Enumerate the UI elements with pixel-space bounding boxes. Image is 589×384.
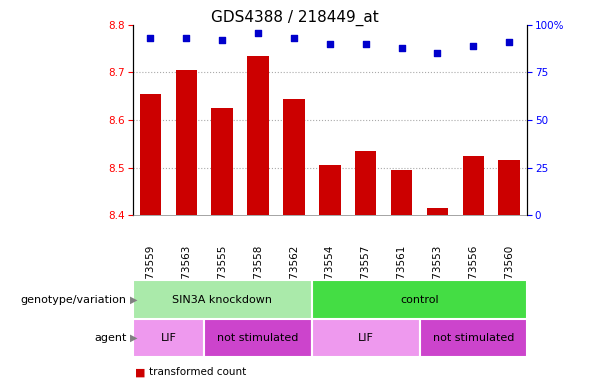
Bar: [133, 319, 204, 357]
Text: genotype/variation: genotype/variation: [21, 295, 127, 305]
Point: [397, 45, 406, 51]
Text: ■: ■: [135, 367, 146, 377]
Bar: [498, 161, 520, 215]
Bar: [426, 208, 448, 215]
Text: GSM873555: GSM873555: [217, 245, 227, 308]
Bar: [391, 170, 412, 215]
Text: agent: agent: [94, 333, 127, 343]
Point: [289, 35, 299, 41]
Bar: [140, 94, 161, 215]
Text: GSM873554: GSM873554: [325, 245, 335, 308]
Bar: [247, 56, 269, 215]
Bar: [312, 319, 419, 357]
Text: GSM873557: GSM873557: [360, 245, 370, 308]
Point: [433, 50, 442, 56]
Point: [361, 41, 370, 47]
Bar: [211, 108, 233, 215]
Point: [469, 43, 478, 49]
Text: not stimulated: not stimulated: [433, 333, 514, 343]
Text: GSM873558: GSM873558: [253, 245, 263, 308]
Text: LIF: LIF: [358, 333, 373, 343]
Bar: [312, 280, 527, 319]
Text: GSM873563: GSM873563: [181, 245, 191, 308]
Bar: [176, 70, 197, 215]
Text: SIN3A knockdown: SIN3A knockdown: [172, 295, 272, 305]
Point: [325, 41, 335, 47]
Text: transformed count: transformed count: [149, 367, 246, 377]
Text: LIF: LIF: [160, 333, 176, 343]
Point: [181, 35, 191, 41]
Text: GSM873560: GSM873560: [504, 245, 514, 308]
Bar: [283, 99, 305, 215]
Text: GSM873561: GSM873561: [396, 245, 406, 308]
Point: [253, 30, 263, 36]
Text: not stimulated: not stimulated: [217, 333, 299, 343]
Bar: [319, 165, 340, 215]
Point: [505, 39, 514, 45]
Text: GSM873562: GSM873562: [289, 245, 299, 308]
Bar: [462, 156, 484, 215]
Point: [145, 35, 155, 41]
Bar: [204, 319, 312, 357]
Text: ▶: ▶: [130, 295, 137, 305]
Text: ▶: ▶: [130, 333, 137, 343]
Text: GSM873559: GSM873559: [145, 245, 155, 308]
Bar: [419, 319, 527, 357]
Bar: [355, 151, 376, 215]
Text: GSM873553: GSM873553: [432, 245, 442, 308]
Bar: [133, 280, 312, 319]
Text: GDS4388 / 218449_at: GDS4388 / 218449_at: [211, 10, 378, 26]
Text: control: control: [400, 295, 439, 305]
Point: [217, 37, 227, 43]
Text: GSM873556: GSM873556: [468, 245, 478, 308]
